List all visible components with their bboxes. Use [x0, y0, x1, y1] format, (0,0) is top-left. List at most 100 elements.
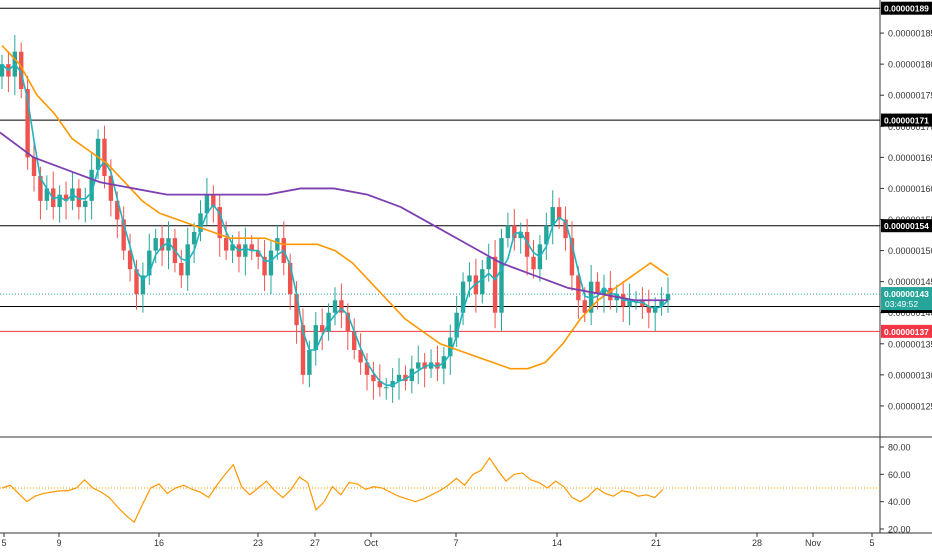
candle-body [19, 51, 24, 89]
candle-body [435, 362, 440, 369]
candle-body [38, 176, 43, 201]
candle-body [403, 374, 408, 382]
candle-body [57, 194, 62, 208]
candle-body [268, 250, 274, 276]
candle-body [76, 188, 82, 208]
candle-body [377, 381, 383, 388]
price-tick-label: 0.00000125 [888, 401, 932, 411]
candle-body [95, 138, 101, 170]
candle-body [576, 275, 581, 301]
level-label-box [881, 113, 932, 127]
candle-body [627, 300, 632, 307]
candle-body [345, 312, 351, 332]
time-tick-label: 16 [154, 538, 164, 548]
candle-body [582, 300, 587, 313]
price-labels: 0.000001890.000001710.000001540.00000141… [881, 1, 932, 338]
price-tick-label: 0.00000170 [888, 122, 932, 132]
price-tick-label: 0.00000185 [888, 29, 932, 39]
rsi-tick-label: 40.00 [888, 497, 911, 507]
candle-body [595, 281, 600, 295]
candle-body [467, 275, 472, 282]
candle-body [646, 306, 651, 313]
candle-body [352, 331, 357, 350]
candle-body [556, 207, 562, 220]
level-label-box [881, 324, 932, 338]
candle-body [652, 306, 658, 313]
time-tick-label: Nov [805, 538, 822, 548]
candle-body [518, 231, 523, 239]
price-tick-label: 0.00000160 [888, 184, 932, 194]
rsi-line [1, 456, 664, 524]
level-label: 0.00000154 [884, 221, 929, 231]
rsi-tick-label: 20.00 [888, 525, 911, 535]
candle-body [191, 231, 197, 245]
candle-body [492, 256, 498, 313]
candle-body [44, 188, 50, 201]
candle-body [588, 281, 594, 313]
level-label: 0.00000171 [884, 116, 929, 126]
candle-body [121, 219, 126, 251]
ma-long-line [0, 131, 668, 302]
price-panel[interactable] [0, 0, 932, 533]
time-tick-label: 23 [253, 538, 263, 548]
candle-body [134, 269, 139, 295]
candle-body [563, 219, 568, 239]
candle-body [454, 312, 459, 338]
candle-body [396, 374, 402, 382]
price-tick-label: 0.00000165 [888, 153, 932, 163]
price-tick-label: 0.00000140 [888, 308, 932, 318]
candle-body [319, 325, 325, 332]
candle-body [384, 387, 389, 389]
candle-body [63, 194, 69, 201]
candle-body [550, 207, 555, 226]
candle-body [108, 176, 114, 201]
candle-body [115, 200, 120, 220]
candle-body [601, 287, 607, 295]
time-tick-label: 5 [869, 538, 874, 548]
candle-body [287, 263, 293, 295]
candle-body [223, 238, 229, 251]
candle-body [524, 231, 530, 257]
time-tick-label: Oct [364, 538, 379, 548]
time-tick-label: 9 [56, 538, 61, 548]
level-label-box [881, 1, 932, 15]
candle-body [166, 238, 171, 251]
price-axis: 0.00000125 0.00000130 0.00000135 0.00000140… [880, 29, 932, 411]
time-tick-label: 14 [552, 538, 562, 548]
candle-body [499, 238, 504, 313]
candle-body [83, 200, 88, 208]
candle-body [204, 194, 210, 214]
candle-body [428, 362, 434, 369]
candle-body [211, 194, 216, 208]
time-tick-label: 5 [1, 538, 6, 548]
price-tick-label: 0.00000130 [888, 370, 932, 380]
candle-body [659, 300, 664, 307]
candle-body [332, 300, 338, 313]
price-tick-label: 0.00000145 [888, 277, 932, 287]
candle-body [390, 381, 395, 388]
candle-body [665, 294, 671, 301]
countdown-label: 03:49:52 [885, 299, 918, 309]
candle-body [300, 325, 306, 375]
candle-body [371, 374, 376, 382]
level-label: 0.00000137 [884, 327, 929, 337]
candle-body [294, 294, 299, 326]
candle-body [512, 225, 517, 239]
candle-body [339, 300, 344, 313]
candle-body [255, 250, 261, 257]
last-price-box [881, 287, 932, 311]
candle-body [25, 89, 30, 158]
candle-body [422, 362, 427, 369]
candle-body [307, 350, 312, 375]
candle-body [640, 300, 645, 307]
rsi-tick-label: 60.00 [888, 470, 911, 480]
candle-body [102, 138, 107, 176]
ma-short-line [1, 62, 669, 387]
candle-body [153, 238, 158, 251]
price-tick-label: 0.00000180 [888, 60, 932, 70]
rsi-panel[interactable] [0, 456, 932, 534]
candle-body [275, 238, 280, 251]
candle-body [147, 250, 152, 276]
candle-body [480, 269, 485, 295]
